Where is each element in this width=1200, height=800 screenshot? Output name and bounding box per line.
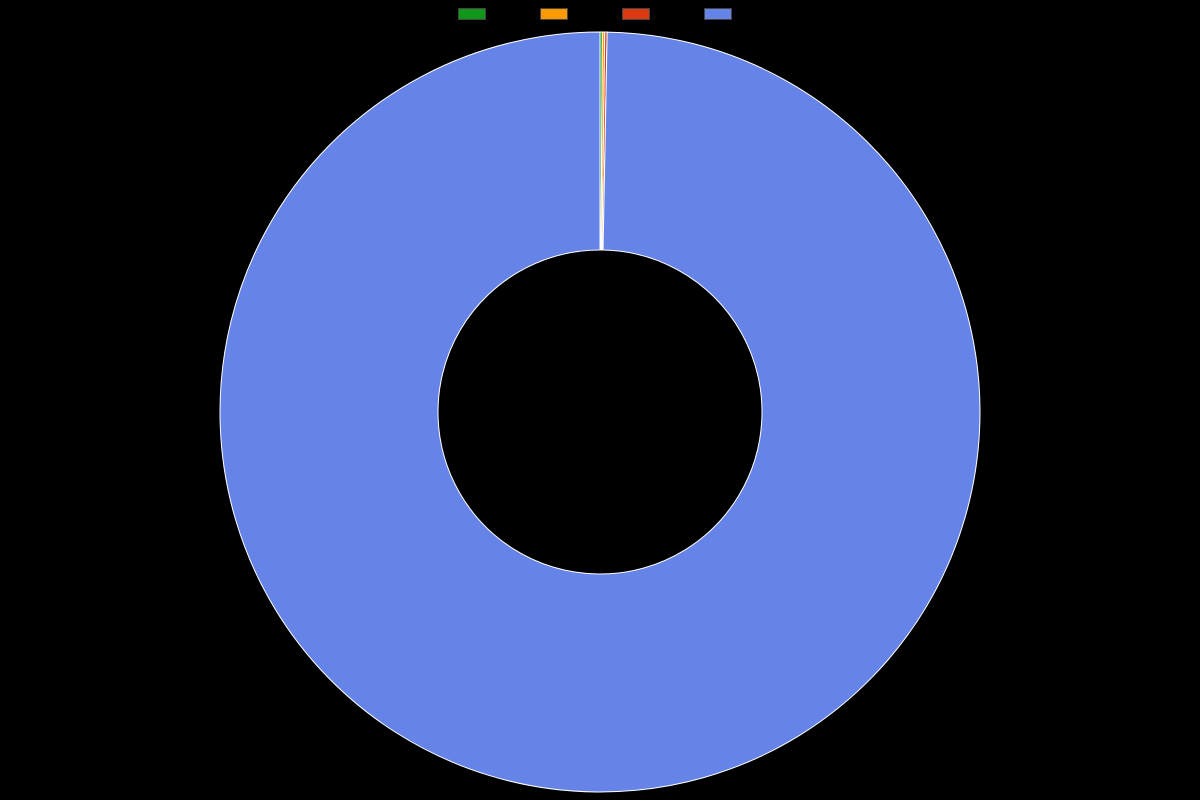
legend-item-3[interactable] — [704, 8, 742, 20]
donut-chart-container — [0, 24, 1200, 800]
legend-swatch-1 — [540, 8, 568, 20]
legend-item-0[interactable] — [458, 8, 496, 20]
chart-legend — [458, 8, 742, 20]
legend-swatch-2 — [622, 8, 650, 20]
legend-swatch-3 — [704, 8, 732, 20]
donut-slice-3[interactable] — [220, 32, 980, 792]
legend-item-2[interactable] — [622, 8, 660, 20]
legend-item-1[interactable] — [540, 8, 578, 20]
donut-chart — [0, 24, 1200, 800]
legend-swatch-0 — [458, 8, 486, 20]
